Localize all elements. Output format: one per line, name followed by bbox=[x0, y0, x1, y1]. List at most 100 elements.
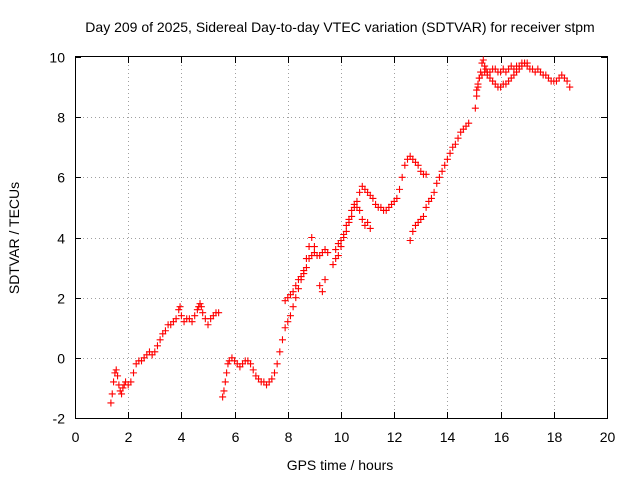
data-point bbox=[271, 369, 278, 377]
data-point bbox=[454, 134, 462, 142]
data-point bbox=[473, 92, 481, 100]
data-point bbox=[337, 237, 345, 245]
x-tick-label: 8 bbox=[285, 429, 293, 445]
data-point bbox=[130, 369, 138, 377]
y-tick-label: 10 bbox=[49, 50, 65, 66]
data-point bbox=[482, 65, 490, 73]
data-point bbox=[310, 243, 318, 251]
data-point bbox=[302, 255, 310, 263]
data-point bbox=[289, 303, 297, 311]
data-point bbox=[419, 212, 427, 220]
data-point bbox=[340, 230, 348, 238]
data-point bbox=[414, 161, 422, 169]
data-point bbox=[292, 282, 300, 290]
data-point bbox=[127, 378, 135, 386]
data-point bbox=[443, 155, 451, 163]
x-axis-label: GPS time / hours bbox=[287, 457, 394, 473]
data-point bbox=[110, 378, 118, 386]
plot-frame bbox=[75, 56, 608, 419]
data-point bbox=[433, 179, 441, 187]
data-point bbox=[474, 80, 482, 88]
y-tick-label: 4 bbox=[57, 231, 65, 247]
data-point bbox=[356, 206, 364, 214]
data-point bbox=[191, 312, 199, 320]
data-point bbox=[369, 194, 377, 202]
series-2 bbox=[219, 246, 332, 401]
data-point bbox=[329, 261, 337, 269]
data-point bbox=[422, 170, 430, 178]
series-3 bbox=[281, 234, 329, 305]
data-point bbox=[348, 206, 356, 214]
y-tick-label: 8 bbox=[57, 110, 65, 126]
data-point bbox=[451, 140, 459, 148]
x-tick-label: 20 bbox=[600, 429, 616, 445]
data-point bbox=[321, 276, 329, 284]
chart-title: Day 209 of 2025, Sidereal Day-to-day VTE… bbox=[85, 19, 594, 35]
data-point bbox=[172, 315, 180, 323]
series-8 bbox=[473, 59, 574, 94]
x-tick-label: 16 bbox=[494, 429, 510, 445]
data-point bbox=[108, 390, 116, 398]
data-point bbox=[356, 188, 364, 196]
data-point bbox=[118, 390, 126, 398]
y-tick-label: 6 bbox=[57, 170, 65, 186]
data-point bbox=[176, 303, 184, 311]
data-point bbox=[281, 324, 289, 332]
data-point bbox=[396, 185, 404, 193]
y-axis-label: SDTVAR / TECUs bbox=[6, 182, 22, 294]
data-point bbox=[566, 83, 574, 91]
data-point bbox=[247, 360, 255, 368]
data-point bbox=[300, 267, 308, 275]
series-6 bbox=[406, 119, 473, 245]
x-tick-label: 14 bbox=[440, 429, 456, 445]
data-point bbox=[393, 194, 401, 202]
data-point bbox=[465, 119, 473, 127]
x-tick-label: 12 bbox=[387, 429, 403, 445]
data-point bbox=[406, 237, 414, 245]
data-point bbox=[345, 215, 353, 223]
data-point bbox=[297, 273, 305, 281]
data-point bbox=[430, 188, 438, 196]
series-1 bbox=[107, 300, 223, 407]
data-point bbox=[220, 387, 228, 395]
data-point bbox=[308, 234, 316, 241]
data-point bbox=[278, 336, 286, 344]
data-point bbox=[409, 227, 417, 235]
data-point bbox=[153, 342, 161, 350]
data-point bbox=[316, 282, 324, 290]
data-point bbox=[114, 372, 122, 380]
ticks-layer: 0 2 4 6 8 10 12 14 16 18 20 -2 0 2 4 6 8 10 bbox=[49, 50, 615, 446]
points-layer bbox=[107, 56, 574, 407]
data-point bbox=[268, 375, 276, 383]
data-point bbox=[441, 161, 449, 169]
data-point bbox=[334, 252, 342, 260]
data-point bbox=[401, 161, 409, 169]
data-point bbox=[318, 288, 326, 296]
data-point bbox=[342, 221, 350, 229]
data-point bbox=[523, 59, 531, 67]
data-point bbox=[197, 303, 205, 311]
data-point bbox=[286, 312, 294, 320]
data-point bbox=[324, 249, 332, 257]
data-point bbox=[366, 224, 374, 232]
data-point bbox=[249, 366, 257, 374]
data-point bbox=[221, 378, 229, 386]
y-tick-label: 0 bbox=[57, 351, 65, 367]
x-tick-label: 6 bbox=[232, 429, 240, 445]
data-point bbox=[193, 306, 201, 314]
data-point bbox=[219, 393, 227, 401]
x-tick-label: 4 bbox=[178, 429, 186, 445]
data-point bbox=[422, 203, 430, 211]
data-point bbox=[332, 246, 340, 254]
data-point bbox=[481, 62, 489, 70]
data-point bbox=[175, 306, 183, 314]
data-point bbox=[199, 309, 207, 317]
data-point bbox=[276, 348, 284, 356]
x-tick-label: 10 bbox=[334, 429, 350, 445]
data-point bbox=[188, 318, 196, 326]
y-tick-label: 2 bbox=[57, 291, 65, 307]
data-point bbox=[364, 218, 372, 226]
grid-layer bbox=[75, 57, 607, 418]
